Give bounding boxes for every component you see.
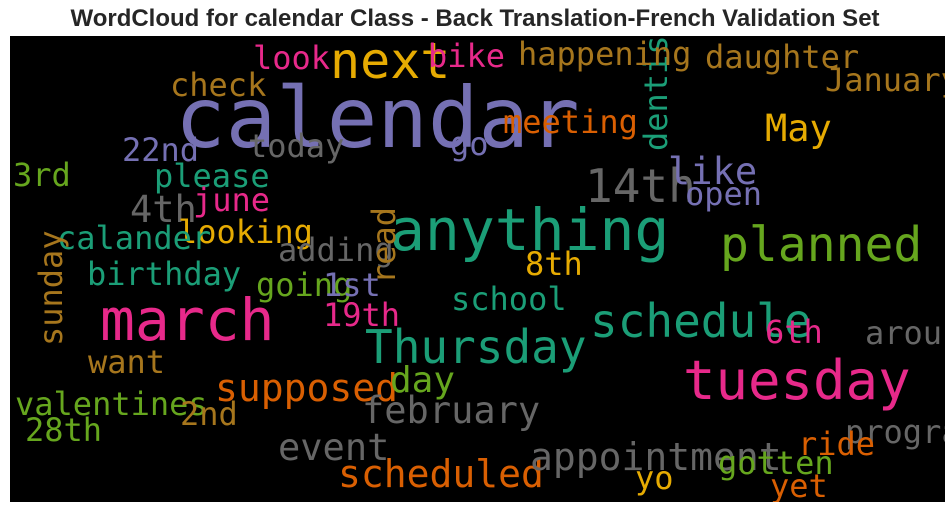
word-next: next — [330, 36, 451, 90]
word-1st: 1st — [323, 266, 381, 304]
word-bike: bike — [428, 37, 506, 75]
word-4th: 4th — [130, 188, 197, 231]
word-cloud: calendar anything march tuesday next planned s… — [10, 36, 945, 502]
word-january: January — [825, 61, 945, 99]
word-thursday: Thursday — [365, 320, 587, 374]
word-daughter: daughter — [705, 38, 860, 76]
word-schedule: schedule — [590, 294, 812, 348]
word-8th: 8th — [525, 245, 583, 283]
word-program: program — [845, 413, 945, 451]
word-may: May — [765, 107, 832, 150]
word-school: school — [451, 280, 567, 318]
word-happening: happening — [518, 36, 692, 73]
word-going: going — [256, 266, 353, 304]
word-calendar: calendar — [175, 69, 580, 167]
word-scheduled: scheduled — [338, 452, 544, 496]
word-like: like — [668, 150, 758, 193]
word-28th: 28th — [25, 411, 103, 449]
word-valentines: valentines — [15, 385, 208, 423]
word-appointment: appointment — [530, 435, 782, 479]
word-2nd: 2nd — [180, 395, 238, 433]
word-june: june — [193, 181, 271, 219]
word-want: want — [88, 343, 166, 381]
word-sunday: sunday — [32, 230, 70, 346]
chart-title: WordCloud for calendar Class - Back Tran… — [70, 5, 880, 32]
word-today: today — [248, 127, 345, 165]
word-march: march — [100, 286, 275, 354]
word-supposed: supposed — [215, 366, 399, 410]
word-around: around — [865, 314, 945, 352]
word-meeting: meeting — [503, 103, 638, 141]
word-tuesday: tuesday — [683, 349, 911, 412]
word-adding: adding — [278, 231, 394, 269]
word-22nd: 22nd — [122, 131, 200, 169]
word-event: event — [278, 426, 390, 469]
word-calander: calander — [57, 219, 212, 257]
word-birthday: birthday — [87, 255, 242, 293]
word-go: go — [450, 125, 489, 163]
word-day: day — [390, 360, 456, 401]
word-planned: planned — [720, 217, 923, 273]
word-ride: ride — [798, 425, 876, 463]
word-open: open — [685, 175, 763, 213]
word-3rd: 3rd — [13, 156, 71, 194]
word-yo: yo — [635, 459, 674, 497]
word-anything: anything — [390, 196, 670, 264]
word-check: check — [170, 66, 267, 104]
word-yet: yet — [770, 467, 828, 502]
word-14th: 14th — [585, 159, 696, 213]
word-february: february — [362, 389, 541, 432]
word-6th: 6th — [765, 313, 823, 351]
word-gotten: gotten — [718, 444, 834, 482]
word-look: look — [253, 39, 331, 77]
word-19th: 19th — [323, 296, 401, 334]
word-looking: looking — [178, 213, 313, 251]
word-please: please — [154, 157, 270, 195]
